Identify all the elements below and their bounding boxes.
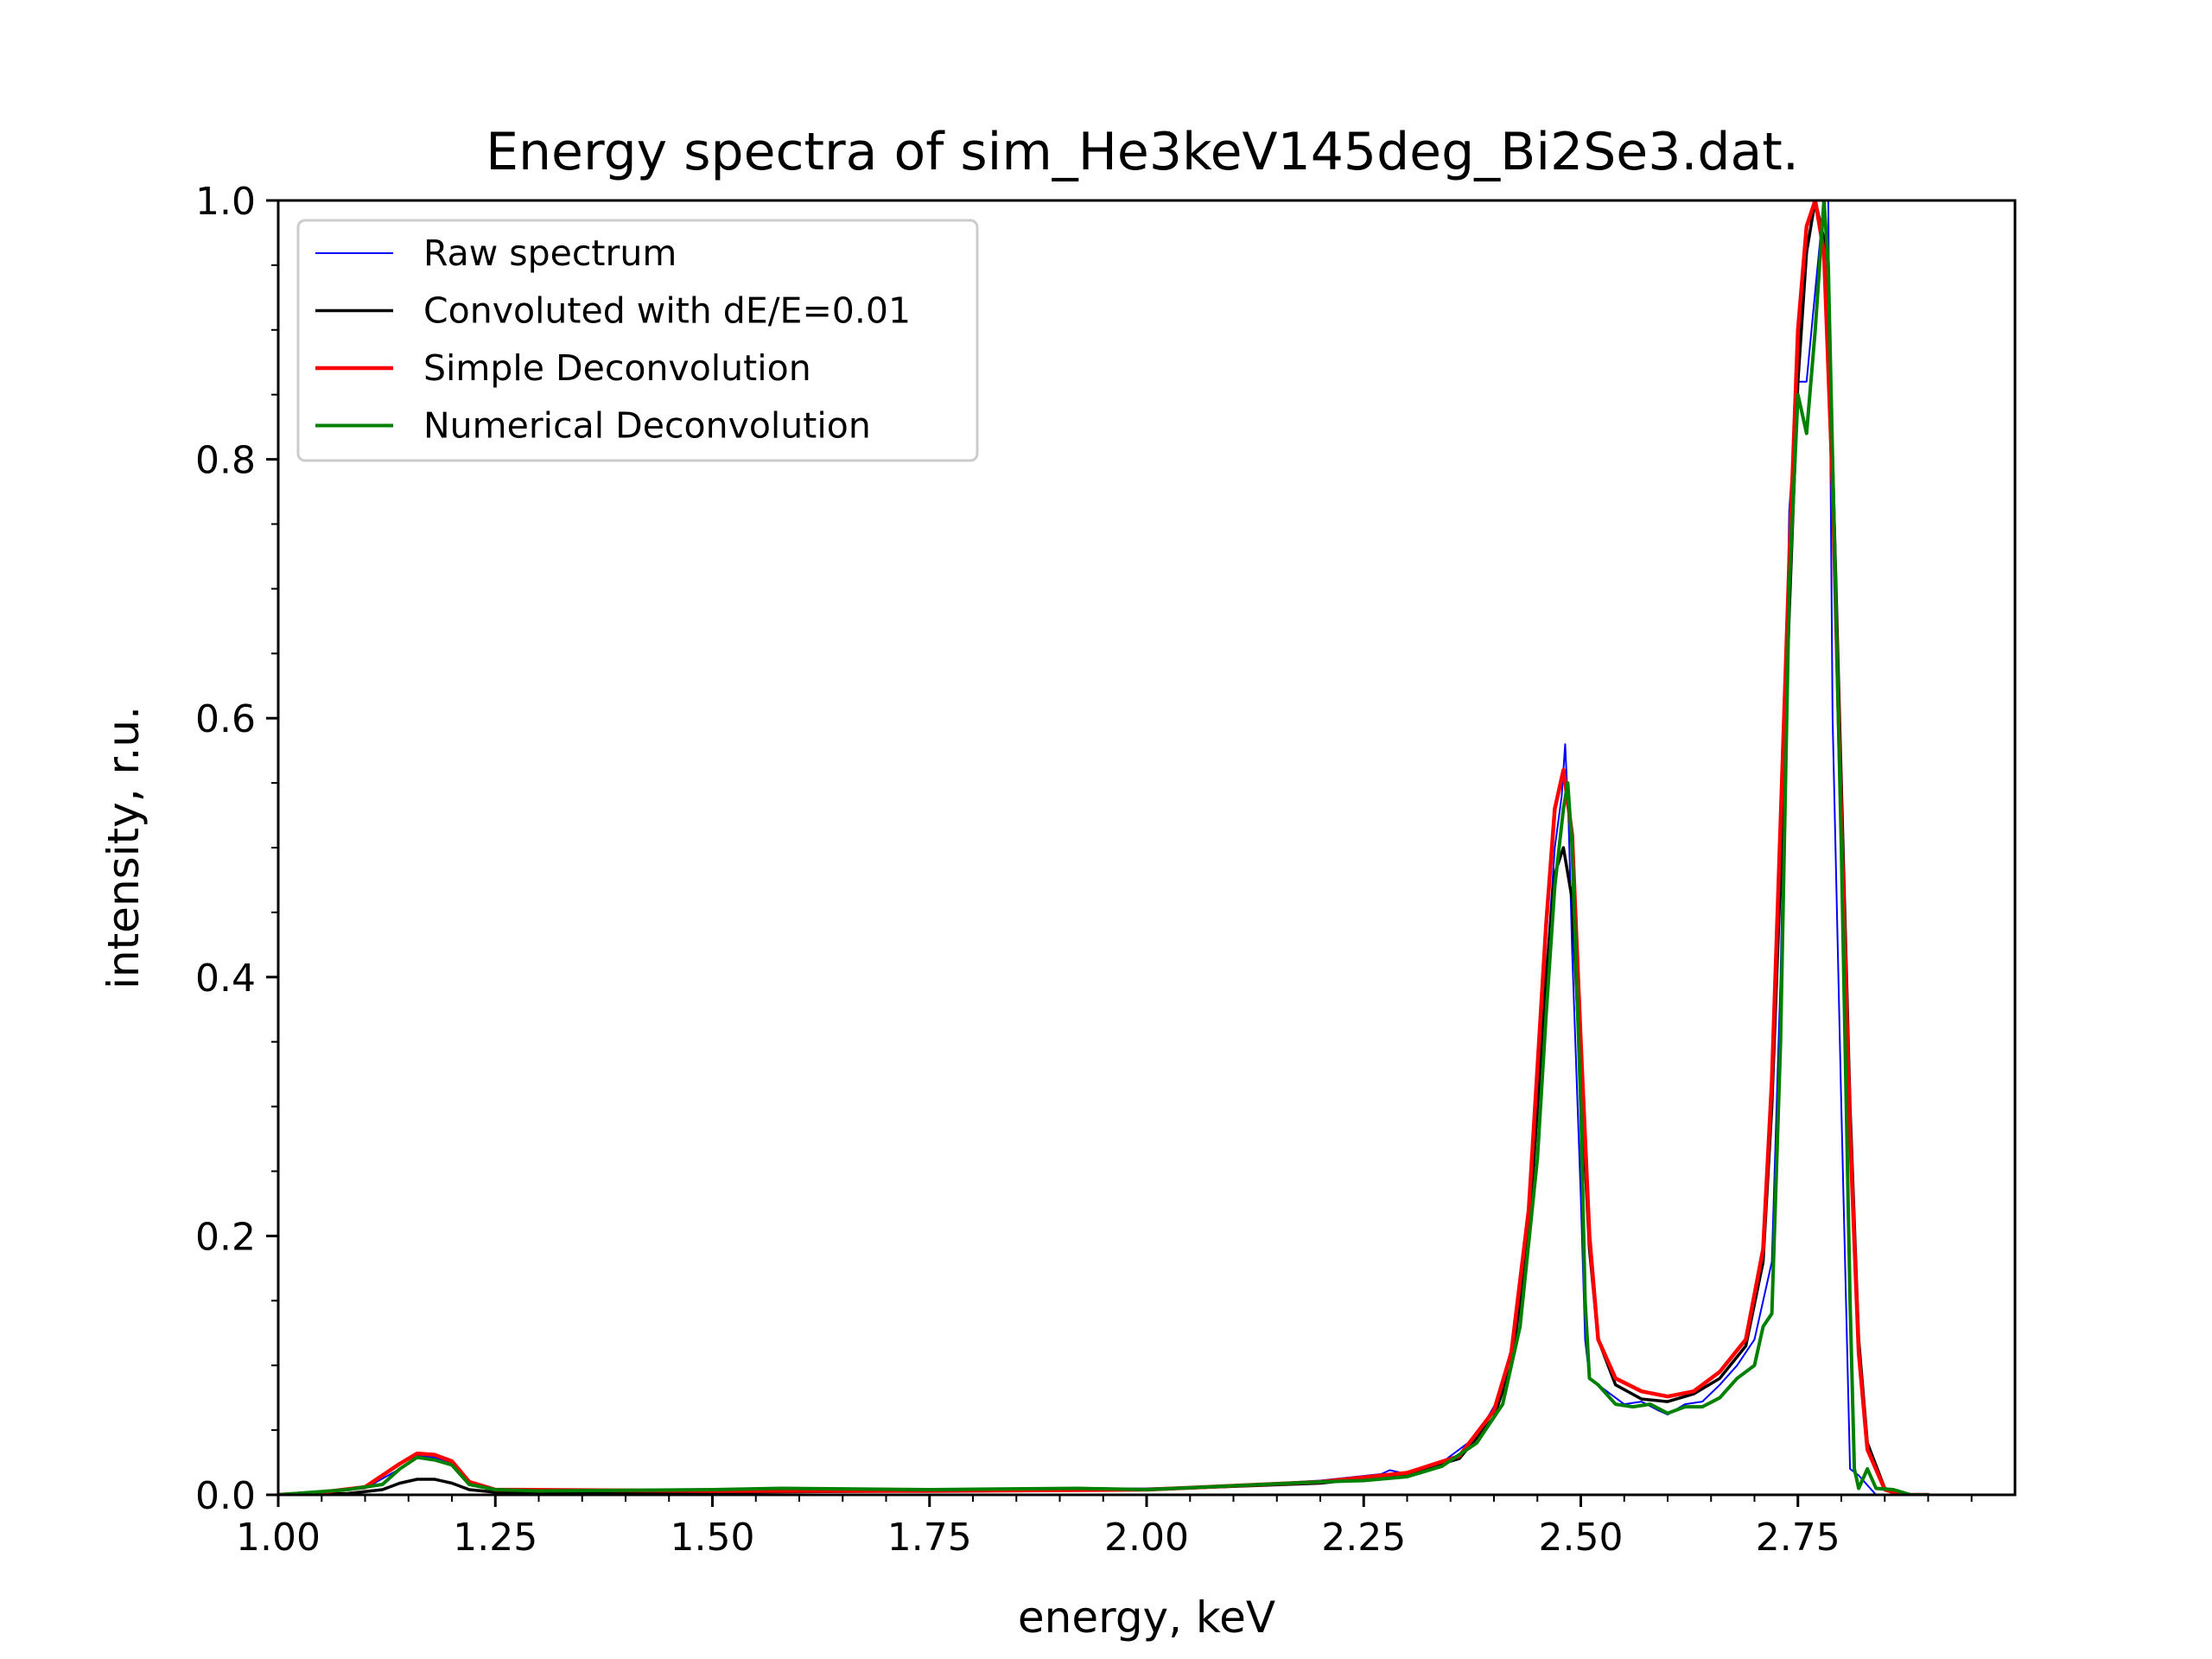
x-tick-label: 1.75 xyxy=(887,1516,972,1560)
y-tick-label: 0.8 xyxy=(195,439,256,483)
y-tick-label: 1.0 xyxy=(195,180,256,224)
legend-label-simple-deconvolution: Simple Deconvolution xyxy=(423,347,811,389)
plot-frame xyxy=(276,199,2017,1497)
y-tick-label: 0.2 xyxy=(195,1215,256,1259)
x-tick-label: 1.50 xyxy=(671,1516,755,1560)
y-tick-label: 0.4 xyxy=(195,957,256,1001)
y-axis-label: intensity, r.u. xyxy=(99,706,149,989)
ticks-layer: 1.00 1.25 1.50 1.75 2.00 2.25 2.50 2.75 0.0 0.2 0.… xyxy=(195,180,1973,1560)
legend-frame xyxy=(296,219,979,462)
x-tick-label: 2.75 xyxy=(1756,1516,1840,1560)
legend: Raw spectrum Convoluted with dE/E=0.01 Sim… xyxy=(296,219,979,462)
y-tick-label: 0.0 xyxy=(195,1474,256,1518)
series-line-numerical-deconvolution xyxy=(278,200,1930,1495)
x-tick-label: 2.25 xyxy=(1321,1516,1406,1560)
chart-title: Energy spectra of sim_He3keV145deg_Bi2Se… xyxy=(486,122,1799,182)
x-tick-label: 1.25 xyxy=(453,1516,537,1560)
legend-label-convoluted-with-de-e-0-01: Convoluted with dE/E=0.01 xyxy=(423,290,911,332)
y-tick-label: 0.6 xyxy=(195,697,256,741)
x-tick-label: 2.50 xyxy=(1539,1516,1624,1560)
legend-label-numerical-deconvolution: Numerical Deconvolution xyxy=(423,405,871,447)
x-tick-label: 2.00 xyxy=(1104,1516,1189,1560)
series-layer xyxy=(278,200,1930,1495)
x-tick-label: 1.00 xyxy=(236,1516,321,1560)
x-axis-label: energy, keV xyxy=(1018,1592,1275,1643)
legend-label-raw-spectrum: Raw spectrum xyxy=(423,232,677,274)
